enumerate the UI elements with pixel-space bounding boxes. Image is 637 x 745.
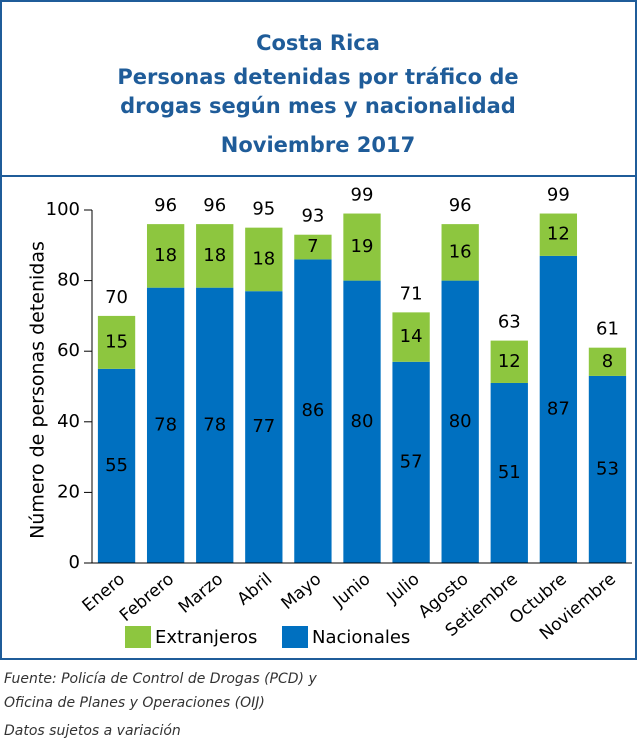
- x-tick-label: Julio: [383, 569, 424, 608]
- bar-segment: [588, 375, 627, 563]
- x-tick-label: Marzo: [175, 569, 227, 617]
- value-label: 77: [252, 416, 275, 437]
- total-label: 71: [400, 283, 423, 304]
- value-label: 78: [203, 414, 226, 435]
- footer: Fuente: Policía de Control de Drogas (PC…: [4, 671, 317, 687]
- bar-segment: [294, 259, 332, 563]
- total-label: 70: [105, 287, 128, 308]
- bar-segment: [392, 312, 430, 362]
- footer: Oficina de Planes y Operaciones (OIJ): [4, 695, 265, 711]
- bar-segment: [343, 280, 381, 563]
- y-tick-label: 100: [46, 199, 80, 220]
- bar-segment: [490, 382, 528, 563]
- total-label: 99: [351, 185, 374, 206]
- title: Personas detenidas por tráfico de: [117, 65, 518, 89]
- footer: Datos sujetos a variación: [4, 723, 181, 739]
- value-label: 18: [203, 245, 226, 266]
- y-axis-label: Número de personas detenidas: [27, 241, 49, 539]
- bar-segment: [97, 368, 136, 563]
- legend-label: Extranjeros: [155, 627, 257, 648]
- total-label: 99: [547, 185, 570, 206]
- value-label: 86: [301, 400, 324, 421]
- value-label: 57: [400, 451, 423, 472]
- legend-label: Nacionales: [312, 627, 410, 648]
- value-label: 80: [351, 411, 374, 432]
- value-label: 78: [154, 414, 177, 435]
- y-tick-label: 60: [57, 340, 80, 361]
- x-tick-label: Abril: [234, 569, 277, 609]
- total-label: 63: [498, 312, 521, 333]
- value-label: 8: [602, 351, 613, 372]
- value-label: 53: [596, 458, 619, 479]
- bar-segment: [97, 315, 136, 369]
- bar-segment: [539, 255, 578, 563]
- bar-segment: [245, 227, 283, 292]
- bar-segment: [294, 234, 332, 260]
- bar-segment: [539, 213, 578, 256]
- title: Costa Rica: [256, 31, 380, 55]
- bar-segment: [196, 224, 234, 288]
- frame: [0, 0, 637, 660]
- value-label: 51: [498, 462, 521, 483]
- value-label: 12: [498, 351, 521, 372]
- title: Noviembre 2017: [221, 133, 415, 157]
- total-label: 95: [252, 199, 275, 220]
- bar-segment: [196, 287, 234, 563]
- y-tick-label: 40: [57, 411, 80, 432]
- value-label: 18: [252, 248, 275, 269]
- bar-segment: [441, 224, 479, 281]
- y-tick-label: 80: [57, 270, 80, 291]
- y-tick-label: 0: [69, 552, 80, 573]
- value-label: 18: [154, 245, 177, 266]
- value-label: 12: [547, 224, 570, 245]
- bar-segment: [441, 280, 479, 563]
- total-label: 61: [596, 319, 619, 340]
- value-label: 7: [307, 236, 318, 257]
- y-tick-label: 20: [57, 481, 80, 502]
- legend-swatch: [125, 626, 151, 648]
- bar-segment: [392, 361, 430, 563]
- bar-segment: [490, 340, 528, 383]
- title: drogas según mes y nacionalidad: [120, 94, 516, 118]
- value-label: 14: [400, 326, 423, 347]
- x-tick-label: Junio: [329, 569, 375, 612]
- bar-segment: [343, 213, 381, 281]
- bar-segment: [146, 287, 185, 563]
- x-tick-label: Mayo: [278, 569, 326, 614]
- value-label: 19: [351, 236, 374, 257]
- value-label: 80: [449, 411, 472, 432]
- value-label: 87: [547, 398, 570, 419]
- value-label: 55: [105, 455, 128, 476]
- bar-segment: [588, 347, 627, 376]
- value-label: 15: [105, 331, 128, 352]
- total-label: 96: [449, 195, 472, 216]
- bar-segment: [245, 291, 283, 563]
- x-tick-label: Febrero: [116, 569, 178, 626]
- value-label: 16: [449, 241, 472, 262]
- total-label: 96: [154, 195, 177, 216]
- total-label: 96: [203, 195, 226, 216]
- bar-segment: [146, 224, 185, 288]
- total-label: 93: [301, 206, 324, 227]
- legend-swatch: [282, 626, 308, 648]
